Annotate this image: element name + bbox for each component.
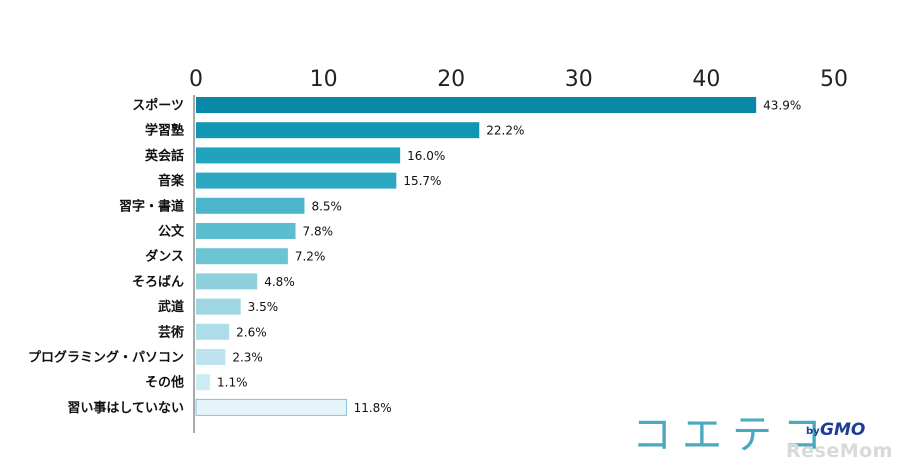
bar — [196, 374, 211, 391]
value-label: 16.0% — [407, 149, 445, 163]
bar — [195, 398, 348, 416]
category-label: プログラミング・パソコン — [28, 350, 184, 366]
bar — [196, 298, 241, 315]
value-label: 22.2% — [486, 124, 524, 138]
bar — [196, 349, 226, 365]
category-label: 学習塾 — [145, 123, 184, 139]
bar — [196, 122, 480, 139]
value-label: 8.5% — [311, 199, 342, 213]
value-label: 4.8% — [264, 275, 295, 289]
bar — [196, 97, 757, 113]
bar — [196, 323, 230, 340]
value-label: 7.2% — [295, 250, 326, 264]
x-tick-label: 40 — [692, 67, 720, 92]
x-tick-label: 20 — [437, 67, 465, 92]
x-tick-label: 30 — [565, 67, 593, 92]
value-label: 2.6% — [236, 325, 267, 339]
category-label: 公文 — [158, 224, 185, 240]
gmo-logo: GMO — [820, 420, 866, 440]
value-label: 1.1% — [217, 376, 248, 390]
value-label: 7.8% — [303, 225, 334, 239]
bars — [195, 97, 757, 416]
value-label: 2.3% — [232, 351, 263, 365]
value-label: 11.8% — [354, 401, 392, 415]
tick-labels: 0 10 20 30 40 50 — [189, 67, 848, 92]
bar — [196, 248, 288, 265]
bar — [196, 147, 401, 164]
x-tick-label: 10 — [310, 67, 338, 92]
kotetechko-logo: コエテコ — [632, 412, 832, 458]
value-label: 3.5% — [248, 300, 279, 314]
category-label: スポーツ — [132, 98, 184, 114]
category-label: 習い事はしていない — [67, 400, 184, 416]
x-tick-label: 50 — [820, 67, 848, 92]
category-label: その他 — [145, 375, 184, 391]
value-label: 43.9% — [763, 99, 801, 113]
category-label: ダンス — [145, 249, 184, 265]
x-tick-label: 0 — [189, 67, 203, 92]
resemom-watermark: ReseMom — [786, 440, 893, 462]
bar — [196, 172, 397, 189]
category-label: 英会話 — [144, 148, 184, 164]
category-label: 音楽 — [158, 173, 185, 189]
bar — [196, 273, 258, 290]
value-label: 15.7% — [403, 174, 441, 188]
category-label: そろばん — [132, 275, 184, 290]
bar — [196, 197, 305, 214]
value-labels: 43.9% 22.2% 16.0% 15.7% 8.5% 7.8% 7.2%4.8% 3.5%… — [217, 99, 801, 415]
category-labels: スポーツ学習塾英会話音楽習字・書道公文ダンスそろばん武道芸術プログラミング・パソ… — [28, 98, 185, 416]
category-label: 武道 — [158, 299, 184, 315]
category-label: 芸術 — [158, 324, 184, 340]
category-label: 習字・書道 — [119, 198, 184, 214]
bar — [196, 223, 296, 239]
by-label: by — [806, 426, 820, 437]
